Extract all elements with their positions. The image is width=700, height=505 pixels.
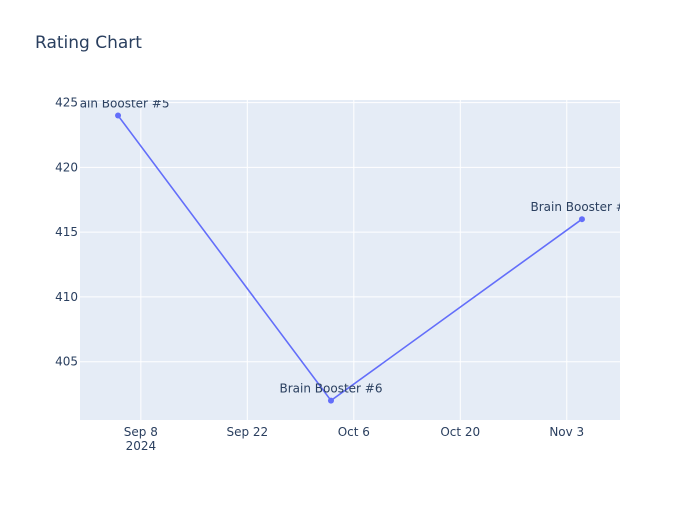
x-tick-label: Oct 6	[338, 425, 370, 439]
grid-layer	[80, 100, 620, 420]
chart-title: Rating Chart	[35, 33, 142, 53]
x-tick-label: Oct 20	[440, 425, 480, 439]
data-label: Brain Booster #7	[530, 200, 633, 214]
label-layer: Brain Booster #5 Brain Booster #6 Brain Bo…	[67, 97, 633, 396]
y-tick-label: 420	[55, 160, 78, 174]
data-point	[115, 112, 122, 119]
series-layer	[115, 112, 585, 404]
y-tick-label: 405	[55, 355, 78, 369]
x-tick-label: Nov 3	[549, 425, 584, 439]
x-tick-label: Sep 8	[124, 425, 158, 439]
plot-area	[80, 100, 620, 420]
y-tick-label: 425	[55, 96, 78, 110]
data-label: Brain Booster #6	[280, 382, 383, 396]
x-tick-sublabel: 2024	[126, 439, 157, 453]
data-point	[327, 397, 334, 404]
data-point	[578, 216, 585, 223]
data-label: Brain Booster #5	[67, 97, 170, 111]
y-tick-label: 415	[55, 225, 78, 239]
x-tick-label: Sep 22	[226, 425, 268, 439]
y-tick-label: 410	[55, 290, 78, 304]
